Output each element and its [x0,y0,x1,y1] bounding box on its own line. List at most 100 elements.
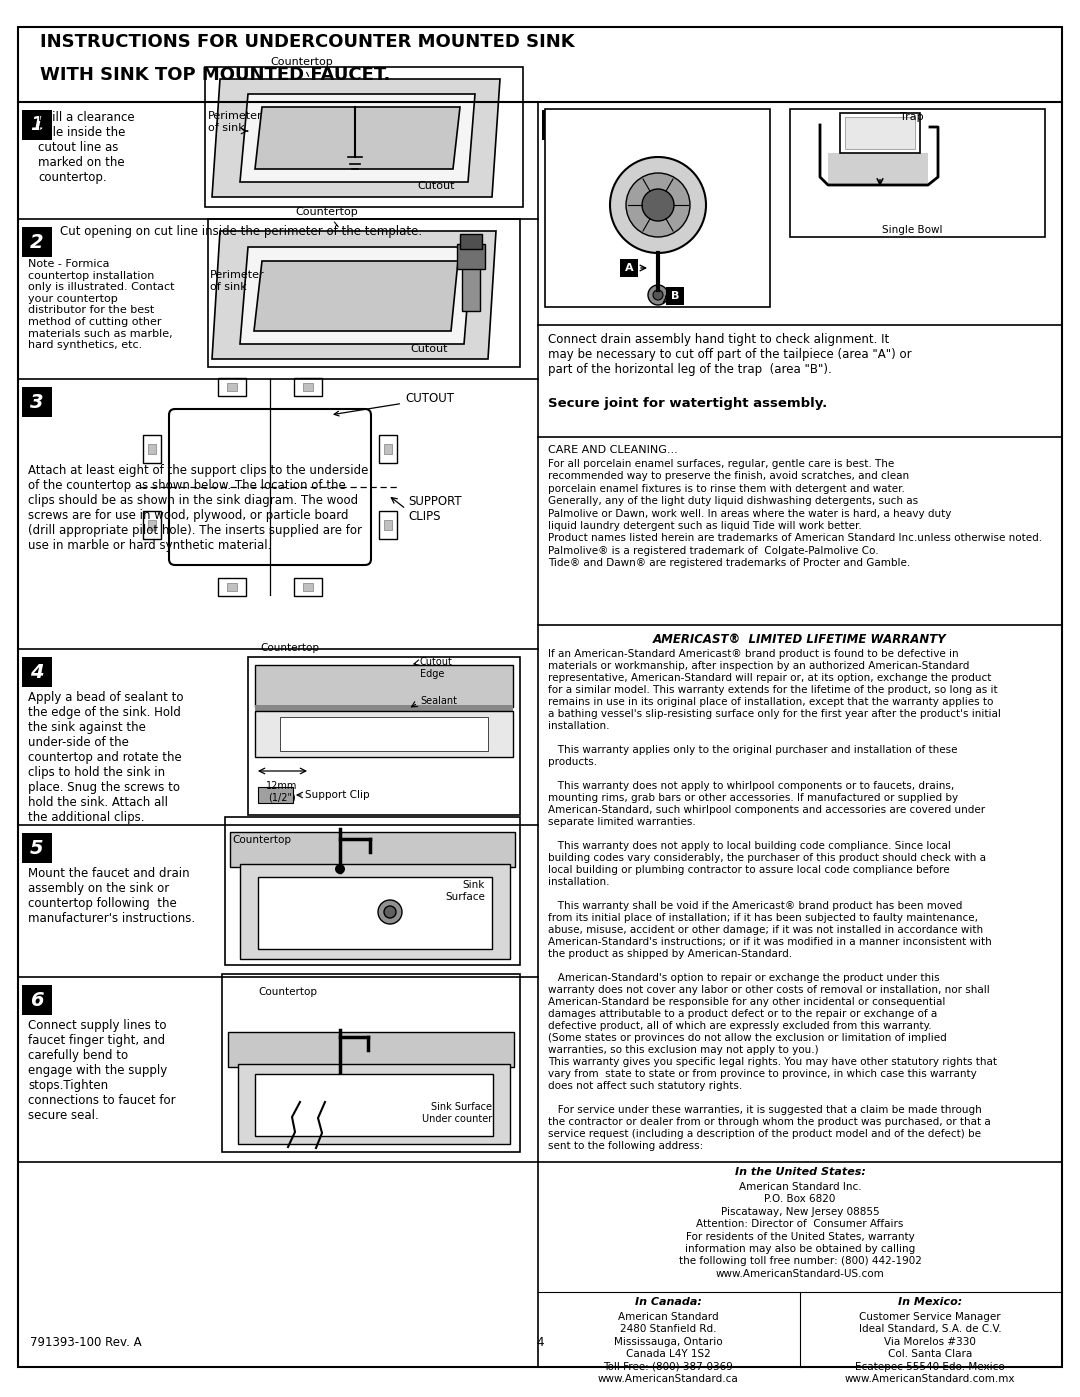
Bar [22,833,52,863]
Text: Attach at least eight of the support clips to the underside
of the countertop as: Attach at least eight of the support cli… [28,464,368,552]
Text: Note - Formica
countertop installation
only is illustrated. Contact
your counter: Note - Formica countertop installation o… [28,258,175,351]
Bar [294,578,322,597]
Text: Customer Service Manager
Ideal Standard, S.A. de C.V.
Via Morelos #330
Col. Sant: Customer Service Manager Ideal Standard,… [845,1312,1015,1384]
Text: 6: 6 [30,990,44,1010]
Bar [218,379,246,395]
Bar [205,67,523,207]
FancyBboxPatch shape [168,409,372,564]
Text: 7: 7 [550,116,564,134]
Text: If an American-Standard Americast® brand product is found to be defective in
mat: If an American-Standard Americast® brand… [548,650,1001,1151]
Bar [225,817,519,965]
Circle shape [378,900,402,923]
Polygon shape [254,261,458,331]
Text: Support Clip: Support Clip [305,789,369,800]
Text: 5: 5 [30,838,44,858]
Text: 791393-100 Rev. A: 791393-100 Rev. A [30,1336,141,1350]
Text: American Standard Inc.
P.O. Box 6820
Piscataway, New Jersey 08855
Attention: Dir: American Standard Inc. P.O. Box 6820 Pis… [678,1182,921,1278]
Text: Countertop: Countertop [260,643,319,652]
Polygon shape [212,80,500,197]
Text: Perimeter
of sink: Perimeter of sink [208,112,262,133]
Bar [227,583,237,591]
Circle shape [642,189,674,221]
Text: 3: 3 [30,393,44,412]
Circle shape [335,863,345,875]
Bar [208,219,519,367]
Bar [828,154,928,184]
Text: SUPPORT
CLIPS: SUPPORT CLIPS [408,495,461,522]
Text: 4: 4 [30,662,44,682]
Bar [240,863,510,958]
Bar [545,109,770,307]
Polygon shape [212,231,496,359]
Circle shape [648,285,669,305]
Bar [148,520,156,529]
Circle shape [610,156,706,253]
Text: Trap: Trap [901,112,923,122]
Text: Cutout: Cutout [418,182,455,191]
Bar [258,877,492,949]
Bar [255,1074,492,1136]
Text: Single Bowl: Single Bowl [881,225,942,235]
Text: Perimeter
of sink: Perimeter of sink [210,270,265,292]
Text: A: A [624,263,633,272]
Bar [384,520,392,529]
Bar [462,256,480,312]
Bar [542,110,572,140]
Bar [255,711,513,757]
Text: Cutout: Cutout [410,344,448,353]
Text: Drill a clearance
hole inside the
cutout line as
marked on the
countertop.: Drill a clearance hole inside the cutout… [38,110,135,184]
Bar [148,444,156,454]
Bar [303,583,313,591]
Bar [22,387,52,416]
Text: Countertop: Countertop [295,207,357,226]
Text: Countertop: Countertop [270,57,333,77]
Text: 4: 4 [537,1336,543,1350]
Bar [255,665,513,707]
Text: For all porcelain enamel surfaces, regular, gentle care is best. The
recommended: For all porcelain enamel surfaces, regul… [548,460,1042,569]
Text: Sealant: Sealant [420,696,457,705]
Text: Connect supply lines to
faucet finger tight, and
carefully bend to
engage with t: Connect supply lines to faucet finger ti… [28,1018,176,1122]
Bar [22,226,52,257]
Bar [227,383,237,391]
Bar [143,511,161,539]
Bar [22,110,52,140]
Text: WITH SINK TOP MOUNTED FAUCET.: WITH SINK TOP MOUNTED FAUCET. [40,66,390,84]
Bar [620,258,638,277]
Bar [248,657,519,814]
Circle shape [626,173,690,237]
Bar [303,383,313,391]
Text: 12mm
(1/2"): 12mm (1/2") [267,781,298,803]
Text: Sink
Surface: Sink Surface [445,880,485,901]
Text: Secure joint for watertight assembly.: Secure joint for watertight assembly. [548,397,827,409]
Bar [22,657,52,687]
Bar [255,705,513,712]
Text: Countertop: Countertop [232,835,291,845]
Text: CARE AND CLEANING...: CARE AND CLEANING... [548,446,678,455]
Bar [789,109,1045,237]
Text: CUTOUT: CUTOUT [334,393,454,416]
Text: Sink Surface
Under counter: Sink Surface Under counter [422,1102,492,1123]
Text: Mount the faucet and drain
assembly on the sink or
countertop following  the
man: Mount the faucet and drain assembly on t… [28,868,195,925]
Text: Cut opening on cut line inside the perimeter of the template.: Cut opening on cut line inside the perim… [60,225,422,237]
Bar [840,113,920,154]
Bar [457,244,485,270]
Circle shape [384,907,396,918]
Polygon shape [240,247,472,344]
Text: Connect drain assembly hand tight to check alignment. It
may be necessary to cut: Connect drain assembly hand tight to che… [548,332,912,376]
Text: 2: 2 [30,232,44,251]
Polygon shape [255,108,460,169]
Bar [379,511,397,539]
Text: Apply a bead of sealant to
the edge of the sink. Hold
the sink against the
under: Apply a bead of sealant to the edge of t… [28,692,184,824]
Bar [384,444,392,454]
Bar [379,434,397,462]
Text: 1: 1 [30,116,44,134]
Bar [238,1065,510,1144]
Bar [258,787,293,803]
Bar [460,235,482,249]
Polygon shape [240,94,475,182]
Text: In the United States:: In the United States: [734,1166,865,1178]
Text: Cutout
Edge: Cutout Edge [420,657,453,679]
Text: Countertop: Countertop [258,988,318,997]
Text: AMERICAST®  LIMITED LIFETIME WARRANTY: AMERICAST® LIMITED LIFETIME WARRANTY [653,633,947,645]
Bar [222,974,519,1153]
